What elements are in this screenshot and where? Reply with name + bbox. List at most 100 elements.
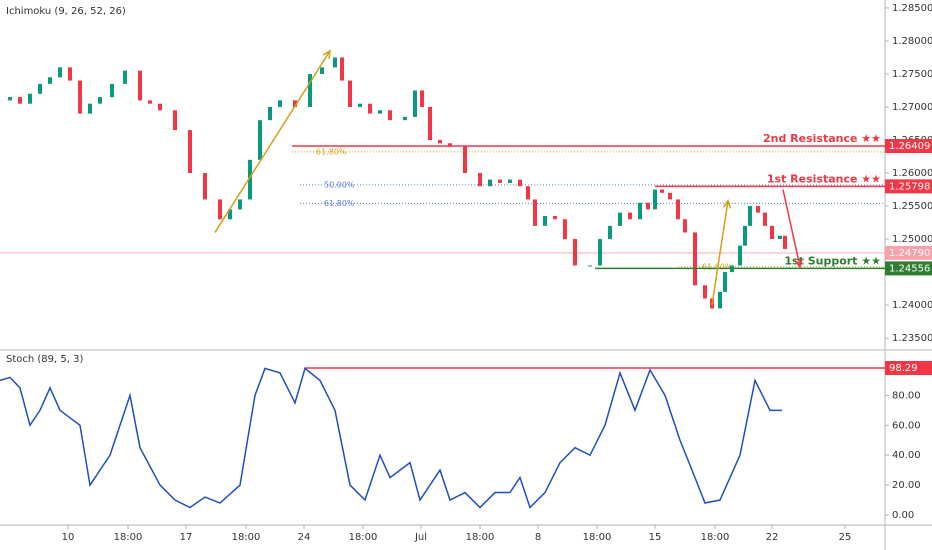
candle-body (308, 73, 312, 107)
candle-body (98, 97, 102, 104)
candle-body (718, 291, 722, 309)
candle-body (268, 106, 272, 121)
x-tick-label: 10 (62, 532, 75, 543)
candle-body (783, 235, 787, 249)
candle-body (653, 189, 657, 210)
fib-label: 61.80% (316, 147, 347, 156)
candle-body (543, 215, 547, 226)
candle-body (333, 57, 337, 68)
candle-body (618, 212, 622, 226)
y-tick-label: 20.00 (892, 480, 921, 491)
candle-body (8, 97, 12, 101)
candle-body (770, 225, 774, 240)
candle-body (158, 103, 162, 111)
candle-body (320, 67, 324, 74)
candle-body (463, 146, 467, 174)
indicator-title: Ichimoku (9, 26, 52, 26) (6, 6, 126, 17)
candle-body (478, 173, 482, 187)
level-label: 1st Resistance ★★ (767, 172, 881, 185)
candle-body (228, 209, 232, 220)
y-tick-label: 1.24000 (892, 300, 932, 311)
x-tick-label: 8 (535, 532, 541, 543)
candle-body (413, 90, 417, 117)
candle-body (110, 83, 114, 98)
y-tick-label: 1.25500 (892, 201, 932, 212)
candle-body (28, 93, 32, 104)
candle-body (420, 90, 424, 107)
candle-body (693, 232, 697, 286)
candle-body (123, 70, 127, 84)
candle-body (553, 215, 557, 220)
candle-body (743, 225, 747, 246)
candle-body (203, 173, 207, 200)
candle-body (293, 100, 297, 107)
x-tick-label: 18:00 (232, 532, 261, 543)
candle-body (148, 100, 152, 104)
y-tick-label: 1.23500 (892, 333, 932, 344)
level-price-label: 1.25798 (889, 181, 930, 192)
level-price-label: 1.26409 (889, 141, 930, 152)
candle-body (68, 67, 72, 81)
candle-body (138, 70, 142, 101)
y-tick-label: 80.00 (892, 390, 921, 401)
candle-body (248, 159, 252, 200)
level-price-box (885, 261, 932, 276)
y-tick-label: 1.25000 (892, 234, 932, 245)
level-label: 2nd Resistance ★★ (763, 132, 881, 145)
arrow-head (722, 199, 732, 209)
candle-body (18, 97, 22, 104)
y-tick-label: 40.00 (892, 450, 921, 461)
x-tick-label: 17 (180, 532, 193, 543)
indicator-title: Stoch (89, 5, 3) (6, 354, 83, 365)
candle-body (563, 219, 567, 240)
x-tick-label: 18:00 (114, 532, 143, 543)
candle-body (668, 192, 672, 200)
arrow-head (322, 49, 331, 59)
candle-body (573, 239, 577, 266)
level-price-box (885, 139, 932, 154)
candle-body (378, 110, 382, 114)
candle-body (348, 80, 352, 107)
candle-body (488, 179, 492, 187)
x-tick-label: Jul (414, 532, 427, 543)
stoch-line (0, 367, 782, 509)
candle-body (608, 225, 612, 240)
candle-body (48, 77, 52, 84)
level-price-box (885, 179, 932, 194)
candle-body (38, 83, 42, 94)
level-price-box (885, 361, 932, 376)
candle-body (723, 272, 727, 292)
candle-body (628, 212, 632, 220)
arrow-head (794, 258, 803, 269)
candle-body (508, 179, 512, 183)
candle-body (638, 202, 642, 220)
x-tick-label: 18:00 (349, 532, 378, 543)
candle-body (778, 235, 782, 240)
candle-body (218, 199, 222, 220)
candle-body (358, 103, 362, 107)
arrow (711, 200, 729, 306)
x-tick-label: 24 (298, 532, 311, 543)
x-tick-label: 18:00 (583, 532, 612, 543)
fib-label: 61.80% (324, 199, 355, 208)
candle-body (88, 103, 92, 114)
candle-body (646, 202, 650, 210)
candle-body (403, 116, 407, 121)
candle-body (448, 143, 452, 147)
x-tick-label: 18:00 (701, 532, 730, 543)
candle-body (533, 199, 537, 226)
candle-body (238, 199, 242, 210)
x-tick-label: 15 (649, 532, 662, 543)
candle-body (428, 106, 432, 140)
arrow (214, 50, 331, 233)
candle-body (683, 219, 687, 233)
candle-body (756, 206, 760, 213)
candle-body (763, 212, 767, 226)
candle-body (748, 206, 752, 226)
level-price-label: 1.24556 (889, 263, 930, 274)
candle-body (78, 80, 82, 114)
candle-body (58, 67, 62, 78)
candle-body (388, 110, 392, 121)
